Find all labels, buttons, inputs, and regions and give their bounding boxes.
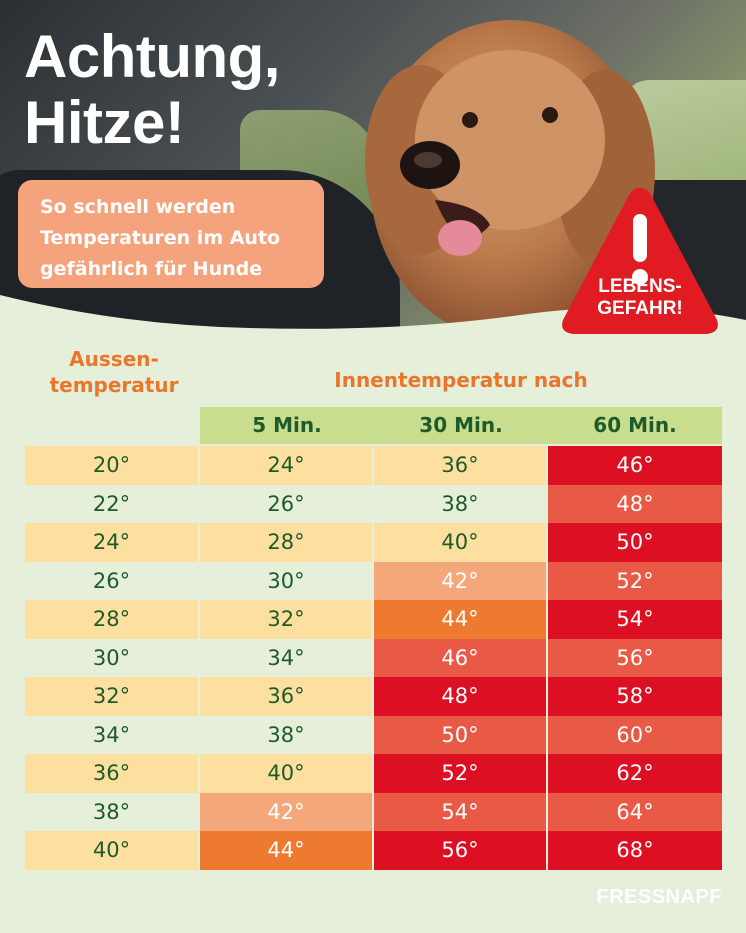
inside-temp-cell: 46°: [374, 638, 548, 677]
inside-temp-cell: 58°: [548, 677, 722, 716]
inside-temp-cell: 52°: [374, 754, 548, 793]
inside-temp-cell: 44°: [374, 600, 548, 639]
table-row: 24° 28° 40° 50°: [25, 523, 722, 562]
table-row: 34° 38° 50° 60°: [25, 715, 722, 754]
table-row: 28° 32° 44° 54°: [25, 600, 722, 639]
inside-temp-cell: 36°: [200, 677, 374, 716]
column-header-30min: 30 Min.: [419, 413, 503, 437]
outside-temp-cell: 30°: [25, 638, 200, 677]
inside-temp-cell: 50°: [374, 715, 548, 754]
inside-temp-cell: 26°: [200, 484, 374, 523]
outside-temperature-header: Aussen- temperatur: [49, 347, 179, 397]
inside-temp-cell: 62°: [548, 754, 722, 793]
inside-temp-cell: 64°: [548, 792, 722, 831]
table-row: 38° 42° 54° 64°: [25, 792, 722, 831]
table-row: 30° 34° 46° 56°: [25, 638, 722, 677]
inside-temp-cell: 56°: [374, 831, 548, 870]
table-row: 22° 26° 38° 48°: [25, 484, 722, 523]
hero-wave-divider: [0, 295, 746, 340]
inside-temp-cell: 60°: [548, 715, 722, 754]
inside-temp-cell: 68°: [548, 831, 722, 870]
inside-temp-cell: 30°: [200, 561, 374, 600]
table-row: 20° 24° 36° 46°: [25, 446, 722, 485]
inside-temp-cell: 36°: [374, 446, 548, 485]
inside-temp-cell: 40°: [374, 523, 548, 562]
subtitle-box: So schnell werden Temperaturen im Auto g…: [18, 180, 324, 288]
table-row: 36° 40° 52° 62°: [25, 754, 722, 793]
inside-temp-cell: 32°: [200, 600, 374, 639]
table-row: 32° 36° 48° 58°: [25, 677, 722, 716]
headline: Achtung, Hitze!: [24, 23, 280, 156]
warning-label: LEBENS- GEFAHR!: [597, 276, 683, 319]
fressnapf-logo: FRESSNAPF: [596, 886, 722, 908]
table-row: 40° 44° 56° 68°: [25, 831, 722, 870]
inside-temp-cell: 24°: [200, 446, 374, 485]
inside-temp-cell: 50°: [548, 523, 722, 562]
inside-temp-cell: 46°: [548, 446, 722, 485]
outside-temp-cell: 22°: [25, 484, 200, 523]
outside-temp-cell: 20°: [25, 446, 200, 485]
outside-temp-cell: 36°: [25, 754, 200, 793]
inside-temp-cell: 34°: [200, 638, 374, 677]
dog-illustration: [365, 20, 655, 330]
inside-temp-cell: 38°: [200, 715, 374, 754]
outside-temp-cell: 34°: [25, 715, 200, 754]
inside-temp-cell: 52°: [548, 561, 722, 600]
table-row: 26° 30° 42° 52°: [25, 561, 722, 600]
warning-triangle-icon: [562, 188, 718, 334]
outside-temp-cell: 26°: [25, 561, 200, 600]
inside-temp-cell: 54°: [548, 600, 722, 639]
inside-temp-cell: 54°: [374, 792, 548, 831]
inside-temp-cell: 42°: [200, 792, 374, 831]
outside-temp-cell: 38°: [25, 792, 200, 831]
inside-temp-cell: 44°: [200, 831, 374, 870]
outside-temp-cell: 32°: [25, 677, 200, 716]
column-header-60min: 60 Min.: [593, 413, 677, 437]
inside-temp-cell: 28°: [200, 523, 374, 562]
outside-temp-cell: 28°: [25, 600, 200, 639]
temperature-table: 20° 24° 36° 46° 22° 26° 38° 48° 24° 28° 40° 50° 26° 3…: [25, 446, 722, 870]
column-header-5min: 5 Min.: [252, 413, 322, 437]
inside-temp-cell: 40°: [200, 754, 374, 793]
inside-temp-cell: 56°: [548, 638, 722, 677]
inside-temp-cell: 48°: [548, 484, 722, 523]
inside-temp-cell: 38°: [374, 484, 548, 523]
outside-temp-cell: 40°: [25, 831, 200, 870]
inside-temperature-header: Innentemperatur nach: [334, 368, 588, 392]
inside-temp-cell: 48°: [374, 677, 548, 716]
inside-temp-cell: 42°: [374, 561, 548, 600]
outside-temp-cell: 24°: [25, 523, 200, 562]
time-column-headers: 5 Min. 30 Min. 60 Min.: [200, 407, 722, 444]
